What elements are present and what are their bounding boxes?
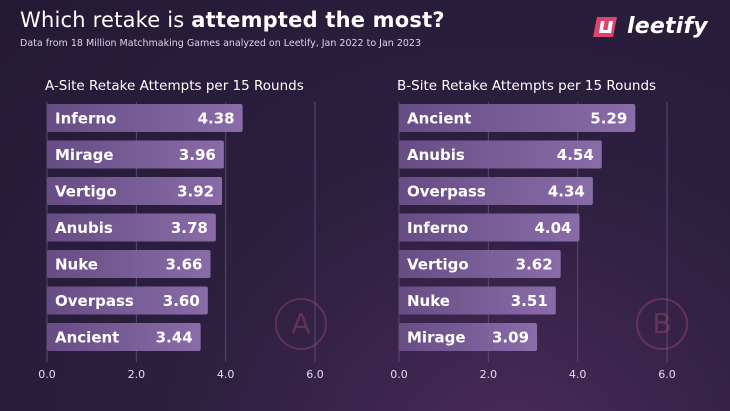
title-emphasis: attempted the most? [191, 8, 445, 32]
bar [47, 213, 216, 242]
bar-category-label: Anubis [55, 219, 113, 237]
bar-value-label: 5.29 [590, 110, 627, 128]
site-a-watermark: A [275, 298, 327, 350]
bar-category-label: Ancient [55, 329, 119, 347]
bar [47, 250, 211, 278]
bar-category-label: Anubis [407, 146, 465, 164]
bar [399, 323, 538, 351]
bar-value-label: 3.60 [163, 292, 200, 310]
bar-category-label: Overpass [55, 292, 134, 310]
bar-value-label: 3.09 [492, 329, 529, 347]
page-subtitle: Data from 18 Million Matchmaking Games a… [20, 38, 422, 49]
bar [47, 286, 208, 315]
brand-logo: leetify [593, 14, 708, 39]
x-tick-label: 6.0 [658, 368, 676, 381]
bar-value-label: 4.54 [557, 146, 594, 164]
bar [399, 177, 593, 205]
bar [47, 323, 201, 351]
bar-value-label: 4.34 [548, 183, 585, 201]
bar [47, 140, 224, 169]
leetify-logo-icon [593, 16, 617, 37]
x-tick-label: 6.0 [306, 368, 324, 381]
bar-category-label: Overpass [407, 183, 486, 201]
bar [47, 104, 243, 132]
bar-value-label: 4.04 [534, 219, 571, 237]
chart-title-b: B-Site Retake Attempts per 15 Rounds [397, 78, 657, 94]
bar-category-label: Mirage [407, 329, 466, 347]
x-tick-label: 2.0 [128, 368, 146, 381]
bar-category-label: Inferno [407, 219, 468, 237]
bar-value-label: 3.51 [511, 292, 548, 310]
bar-category-label: Nuke [407, 292, 450, 310]
bar-value-label: 3.44 [156, 329, 193, 347]
bar-category-label: Ancient [407, 110, 471, 128]
bar [399, 250, 561, 278]
bar-category-label: Mirage [55, 146, 114, 164]
x-tick-label: 2.0 [480, 368, 498, 381]
chart-title-a: A-Site Retake Attempts per 15 Rounds [45, 78, 304, 94]
bar-category-label: Inferno [55, 110, 116, 128]
bar-category-label: Vertigo [55, 183, 117, 201]
page-title: Which retake is attempted the most? [20, 8, 445, 32]
bar-value-label: 4.38 [198, 110, 235, 128]
chart-panel-a: A-Site Retake Attempts per 15 Rounds 0.0… [33, 72, 353, 394]
bar [399, 140, 602, 169]
bar-value-label: 3.96 [179, 146, 216, 164]
x-tick-label: 4.0 [217, 368, 235, 381]
chart-b: 0.0 2.0 4.0 6.0 Ancient 5.29 Anubis 4.54 Overpas… [390, 102, 676, 381]
bar-value-label: 3.78 [171, 219, 208, 237]
bar [399, 286, 556, 315]
x-tick-label: 4.0 [569, 368, 587, 381]
bar [47, 177, 223, 205]
bar-value-label: 3.92 [177, 183, 214, 201]
bar-value-label: 3.66 [165, 256, 202, 274]
bar [399, 213, 580, 242]
brand-name: leetify [627, 14, 708, 39]
chart-panel-b: B-Site Retake Attempts per 15 Rounds 0.0… [385, 72, 705, 394]
bar [399, 104, 636, 132]
bar-category-label: Vertigo [407, 256, 469, 274]
x-tick-label: 0.0 [38, 368, 56, 381]
bar-category-label: Nuke [55, 256, 98, 274]
chart-a: 0.0 2.0 4.0 6.0 Inferno 4.38 Mirage 3.96 Vertigo… [38, 102, 324, 381]
site-b-watermark: B [636, 298, 688, 350]
title-prefix: Which retake is [20, 8, 192, 32]
bar-value-label: 3.62 [516, 256, 553, 274]
x-tick-label: 0.0 [390, 368, 408, 381]
